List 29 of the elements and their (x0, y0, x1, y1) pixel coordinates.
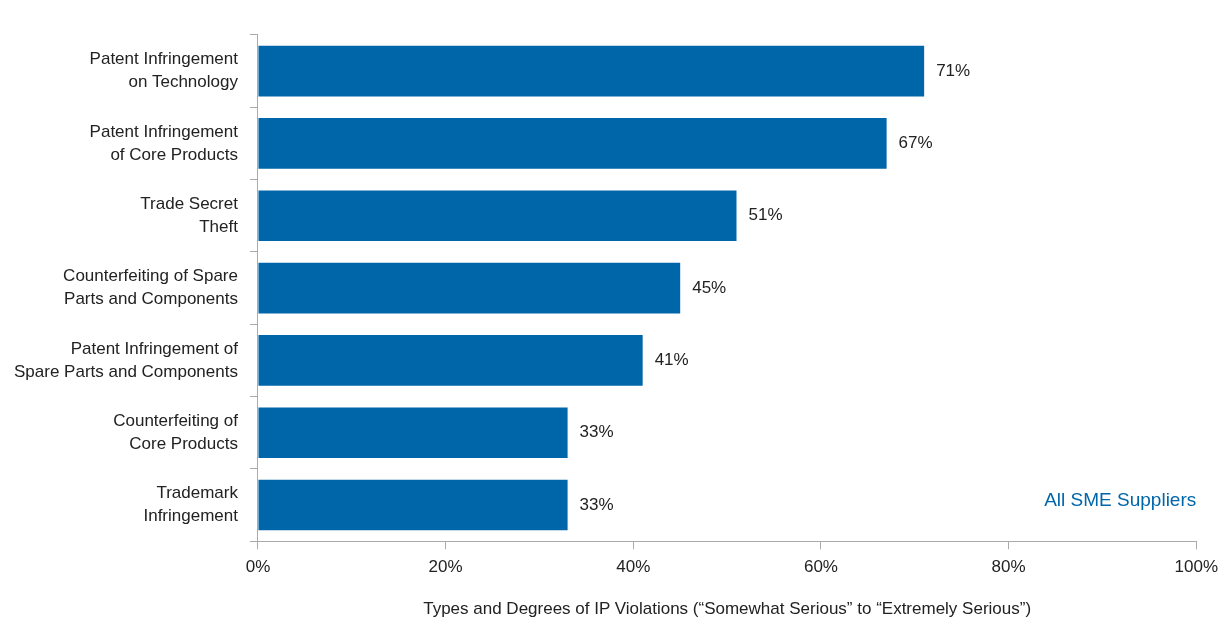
x-tick-label: 20% (428, 557, 463, 577)
bar (258, 45, 925, 97)
bar (258, 118, 887, 169)
y-tick-label: Patent Infringement on Technology (89, 49, 239, 92)
x-tick-label: 60% (803, 557, 838, 577)
data-label: 33% (579, 422, 614, 442)
y-tick-label: Trademark Infringement (143, 483, 239, 526)
x-tick-label: 100% (1174, 557, 1218, 577)
bar (258, 407, 568, 459)
text: All SME Suppliers (1044, 489, 1197, 511)
x-tick-label: 40% (616, 557, 651, 577)
y-tick-label: Counterfeiting of Spare Parts and Components (63, 266, 238, 309)
x-tick-label: 80% (991, 557, 1026, 577)
y-tick-label: Patent Infringement of Core Products (89, 121, 239, 164)
bar (258, 479, 568, 531)
data-label: 41% (654, 350, 689, 370)
bar (258, 190, 737, 242)
data-label: 33% (579, 494, 614, 514)
x-axis-title: Types and Degrees of IP Violations (“Somewhat Serious” to “Extremely Serious”) (423, 599, 1032, 619)
data-label: 45% (692, 277, 727, 297)
bar (258, 262, 681, 314)
y-tick-label: Counterfeiting of Core Products (113, 410, 239, 453)
y-tick-label: Trade Secret Theft (140, 193, 239, 236)
data-label: 51% (748, 205, 783, 225)
bar (258, 335, 643, 386)
data-label: 71% (936, 60, 971, 80)
data-label: 67% (898, 133, 933, 153)
x-tick-label: 0% (245, 557, 271, 577)
y-tick-label: Patent Infringement of Spare Parts and Components (13, 338, 239, 381)
